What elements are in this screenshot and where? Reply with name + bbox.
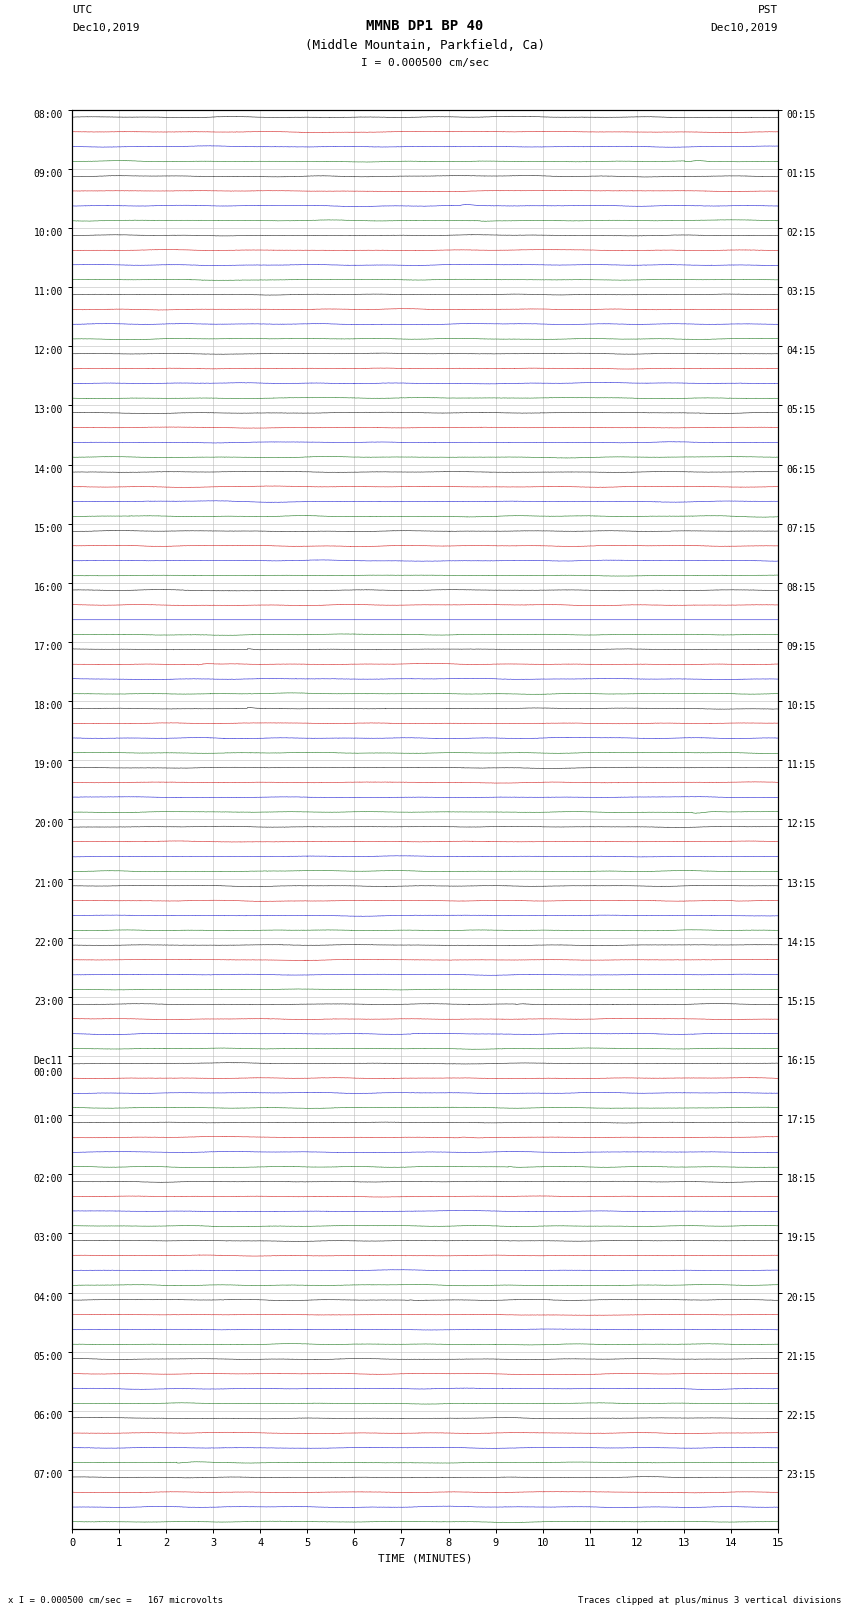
- Text: Dec10,2019: Dec10,2019: [72, 23, 139, 32]
- Text: x I = 0.000500 cm/sec =   167 microvolts: x I = 0.000500 cm/sec = 167 microvolts: [8, 1595, 224, 1605]
- Text: UTC: UTC: [72, 5, 93, 15]
- Text: Dec10,2019: Dec10,2019: [711, 23, 778, 32]
- Text: (Middle Mountain, Parkfield, Ca): (Middle Mountain, Parkfield, Ca): [305, 39, 545, 52]
- Text: PST: PST: [757, 5, 778, 15]
- Text: I = 0.000500 cm/sec: I = 0.000500 cm/sec: [361, 58, 489, 68]
- Text: Traces clipped at plus/minus 3 vertical divisions: Traces clipped at plus/minus 3 vertical …: [578, 1595, 842, 1605]
- Text: MMNB DP1 BP 40: MMNB DP1 BP 40: [366, 19, 484, 34]
- X-axis label: TIME (MINUTES): TIME (MINUTES): [377, 1553, 473, 1563]
